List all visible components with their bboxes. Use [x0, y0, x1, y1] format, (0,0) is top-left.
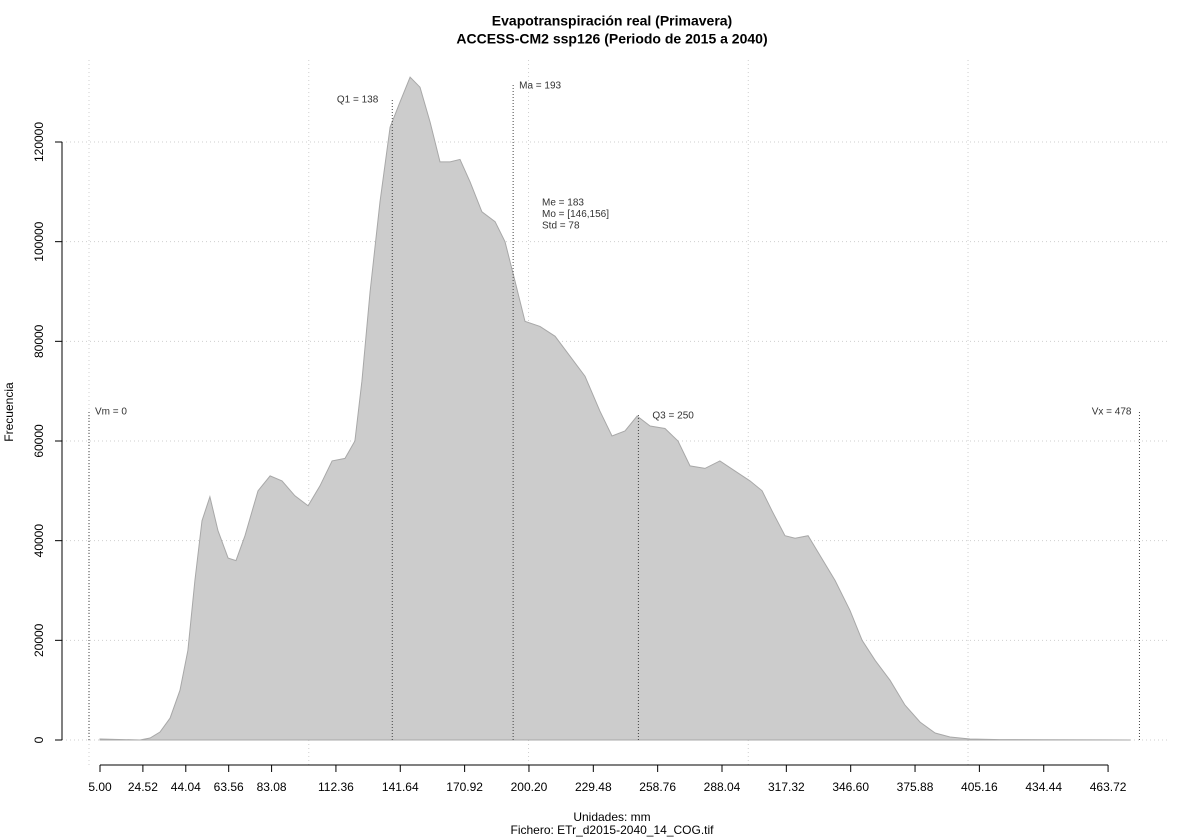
x-tick-label: 24.52	[128, 780, 158, 794]
x-tick-label: 346.60	[832, 780, 869, 794]
chart-title: Evapotranspiración real (Primavera)	[492, 13, 732, 29]
x-tick-label: 44.04	[171, 780, 201, 794]
marker-label: Ma = 193	[519, 81, 561, 92]
stat-label: Mo = [146,156]	[542, 209, 609, 220]
marker-label: Vx = 478	[1092, 407, 1132, 418]
y-axis-label: Frecuencia	[2, 382, 16, 442]
x-tick-label: 434.44	[1025, 780, 1062, 794]
chart-subtitle: ACCESS-CM2 ssp126 (Periodo de 2015 a 204…	[456, 31, 767, 47]
density-area	[99, 76, 1131, 741]
x-tick-label: 405.16	[961, 780, 998, 794]
x-tick-label: 317.32	[768, 780, 805, 794]
stat-label: Me = 183	[542, 198, 584, 209]
x-tick-label: 200.20	[511, 780, 548, 794]
x-tick-label: 5.00	[88, 780, 112, 794]
y-tick-label: 100000	[32, 221, 46, 261]
x-tick-label: 258.76	[639, 780, 676, 794]
x-axis-label: Unidades: mm	[573, 810, 650, 824]
x-tick-label: 170.92	[446, 780, 483, 794]
x-tick-label: 63.56	[214, 780, 244, 794]
x-tick-label: 112.36	[318, 780, 354, 794]
x-tick-label: 463.72	[1090, 780, 1127, 794]
x-tick-label: 288.04	[704, 780, 741, 794]
y-tick-label: 60000	[32, 424, 46, 458]
marker-label: Vm = 0	[95, 407, 127, 418]
x-tick-label: 83.08	[257, 780, 287, 794]
y-tick-label: 80000	[32, 324, 46, 358]
x-tick-label: 375.88	[897, 780, 934, 794]
y-tick-label: 120000	[32, 122, 46, 162]
x-tick-label: 229.48	[575, 780, 612, 794]
caption: Fichero: ETr_d2015-2040_14_COG.tif	[511, 823, 715, 837]
y-tick-label: 20000	[32, 623, 46, 657]
stat-label: Std = 78	[542, 221, 580, 232]
y-tick-label: 0	[32, 736, 46, 743]
y-tick-label: 40000	[32, 524, 46, 558]
x-tick-label: 141.64	[382, 780, 419, 794]
marker-label: Q3 = 250	[652, 411, 694, 422]
marker-label: Q1 = 138	[337, 95, 379, 106]
